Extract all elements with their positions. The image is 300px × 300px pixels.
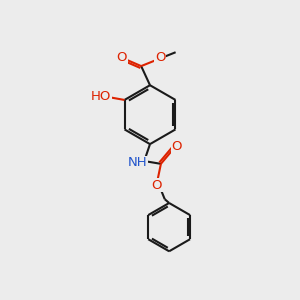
Text: HO: HO <box>91 90 111 103</box>
Text: O: O <box>172 140 182 153</box>
Text: O: O <box>155 51 165 64</box>
Text: NH: NH <box>128 157 147 169</box>
Text: O: O <box>152 179 162 192</box>
Text: O: O <box>116 51 127 64</box>
